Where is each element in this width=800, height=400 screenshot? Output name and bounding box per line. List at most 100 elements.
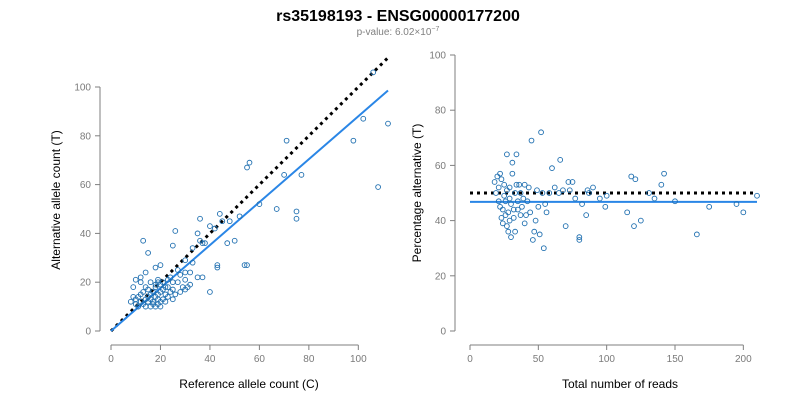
right-data-point <box>506 217 513 224</box>
right-x-tick-label: 150 <box>667 354 684 365</box>
left-data-point <box>140 237 147 244</box>
left-axes: 0 20 40 60 80 100 0 20 40 60 80 100 <box>74 83 367 366</box>
left-data-point <box>169 279 176 286</box>
right-data-point <box>551 184 558 191</box>
right-data-point <box>572 195 579 202</box>
right-data-point <box>596 195 603 202</box>
left-data-point <box>172 228 179 234</box>
chart-title: rs35198193 - ENSG00000177200 <box>276 8 520 25</box>
left-data-point <box>207 223 213 229</box>
right-axes: 0 50 100 150 200 0 20 40 60 80 100 <box>429 51 752 366</box>
right-data-point <box>497 203 503 210</box>
right-data-point <box>539 190 546 196</box>
left-data-point <box>174 267 181 273</box>
right-data-point <box>535 203 542 210</box>
left-data-point <box>212 225 218 232</box>
left-data-point <box>236 213 243 220</box>
right-data-point <box>520 195 527 202</box>
right-data-point <box>637 217 644 224</box>
right-y-tick-label: 20 <box>435 271 447 282</box>
left-data-point <box>167 274 174 281</box>
right-data-point <box>517 212 524 218</box>
left-data-point <box>137 279 144 286</box>
left-data-point <box>224 240 231 247</box>
left-x-tick-label: 0 <box>108 354 114 365</box>
right-data-point <box>532 217 539 224</box>
right-data-point <box>740 209 747 216</box>
left-data-point <box>155 279 161 286</box>
right-data-point <box>491 179 498 185</box>
left-data-point <box>256 201 263 207</box>
right-data-point <box>536 231 543 238</box>
right-data-point <box>512 228 518 235</box>
right-data-point <box>576 237 583 243</box>
left-y-tick-label: 0 <box>85 327 91 338</box>
right-data-point <box>517 190 524 196</box>
left-data-point <box>147 279 154 286</box>
left-data-point <box>273 206 280 212</box>
left-panel: 0 20 40 60 80 100 0 20 40 60 80 100 Reference allel… <box>49 56 391 391</box>
right-data-point <box>579 201 585 207</box>
right-y-tick-label: 80 <box>435 106 447 117</box>
right-data-point <box>499 206 506 213</box>
right-data-point <box>514 206 521 213</box>
right-data-point <box>590 184 596 191</box>
right-data-point <box>509 159 516 166</box>
right-y-tick-label: 40 <box>435 216 447 227</box>
left-x-tick-label: 20 <box>155 354 167 365</box>
right-data-point <box>505 228 512 235</box>
left-data-point <box>214 262 221 268</box>
left-data-point <box>298 171 305 178</box>
left-data-point <box>165 284 171 290</box>
p-value-exponent: −7 <box>431 26 439 33</box>
left-data-point <box>132 276 139 283</box>
right-data-point <box>502 212 509 218</box>
right-data-point <box>560 187 566 194</box>
left-y-axis-label: Alternative allele count (T) <box>49 130 63 269</box>
right-x-tick-label: 200 <box>735 354 752 365</box>
right-data-point <box>513 151 520 158</box>
right-points <box>491 129 760 252</box>
right-data-point <box>508 201 514 207</box>
left-data-point <box>360 115 367 122</box>
right-x-axis-label: Total number of reads <box>562 377 678 391</box>
left-data-point <box>281 171 287 178</box>
right-data-point <box>694 231 700 238</box>
left-data-point <box>169 296 176 303</box>
right-data-point <box>530 237 536 243</box>
right-data-point <box>524 198 531 205</box>
left-data-point <box>385 120 391 127</box>
right-data-point <box>501 192 508 199</box>
left-data-point <box>199 274 206 281</box>
left-data-point <box>214 264 221 271</box>
right-data-point <box>546 190 553 196</box>
left-data-point <box>244 164 250 171</box>
right-data-point <box>549 165 555 172</box>
left-data-point <box>207 289 213 295</box>
right-data-point <box>510 214 517 221</box>
left-data-point <box>194 230 201 237</box>
right-x-tick-label: 100 <box>598 354 615 365</box>
left-data-point <box>177 272 184 278</box>
left-data-point <box>226 218 233 225</box>
right-data-point <box>706 203 713 210</box>
right-data-point <box>495 184 502 191</box>
right-data-point <box>521 220 528 227</box>
left-data-point <box>246 159 253 166</box>
right-data-point <box>542 201 549 207</box>
right-data-point <box>583 212 590 218</box>
right-data-point <box>527 209 533 216</box>
left-data-point <box>194 274 201 281</box>
left-data-point <box>142 284 149 290</box>
left-data-point <box>202 240 208 247</box>
right-data-point <box>506 184 513 191</box>
right-data-point <box>523 212 529 218</box>
right-x-tick-label: 0 <box>467 354 473 365</box>
right-data-point <box>498 214 505 221</box>
left-data-point <box>169 242 176 249</box>
left-data-point <box>199 240 206 247</box>
left-data-point <box>157 262 164 268</box>
left-data-point <box>135 303 142 310</box>
left-data-point <box>162 298 169 305</box>
